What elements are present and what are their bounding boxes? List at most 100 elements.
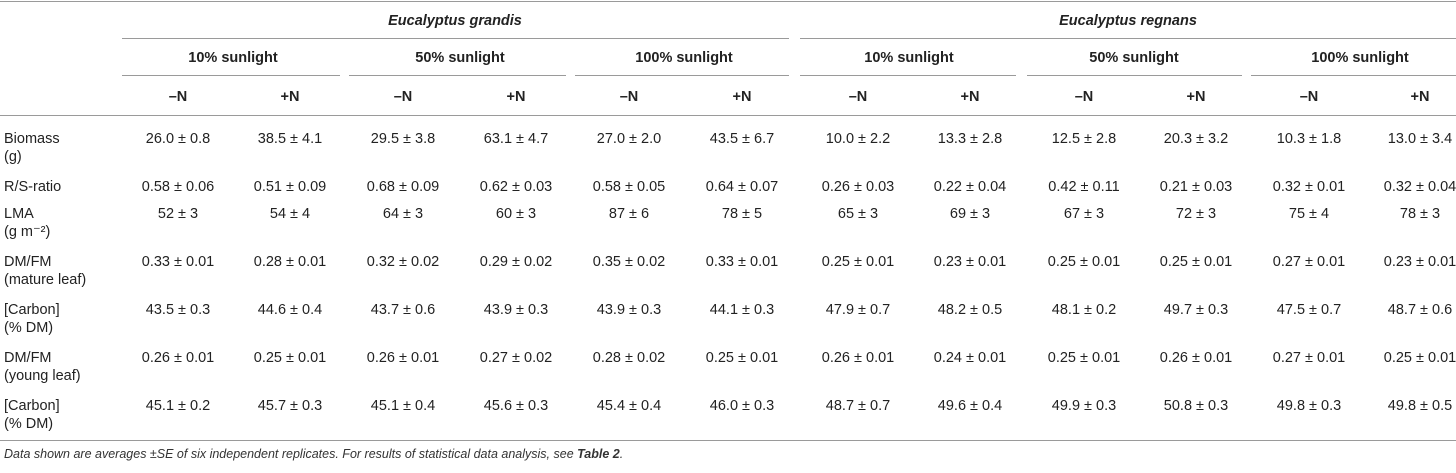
table-cell: 0.23 ± 0.01 bbox=[1383, 254, 1456, 270]
sunlight-rule-2 bbox=[349, 75, 566, 76]
table-cell: 0.32 ± 0.02 bbox=[366, 254, 440, 270]
table-cell: 0.25 ± 0.01 bbox=[1047, 254, 1121, 270]
treatment-header: –N bbox=[848, 89, 868, 105]
table-cell: 43.9 ± 0.3 bbox=[483, 302, 549, 318]
table-cell: 52 ± 3 bbox=[157, 206, 199, 222]
table-cell: 0.27 ± 0.01 bbox=[1272, 350, 1346, 366]
table-cell: 45.7 ± 0.3 bbox=[257, 398, 323, 414]
row-label: [Carbon] (% DM) bbox=[4, 301, 114, 337]
treatment-header: +N bbox=[960, 89, 980, 105]
table-cell: 54 ± 4 bbox=[269, 206, 311, 222]
footnote-table-link[interactable]: Table 2 bbox=[577, 447, 620, 461]
table-cell: 13.3 ± 2.8 bbox=[937, 131, 1003, 147]
treatment-header: –N bbox=[168, 89, 188, 105]
row-label-line: [Carbon] bbox=[4, 398, 60, 414]
table-cell: 0.26 ± 0.01 bbox=[141, 350, 215, 366]
footnote-text: Data shown are averages ±SE of six indep… bbox=[4, 447, 578, 461]
table-cell: 49.6 ± 0.4 bbox=[937, 398, 1003, 414]
table-cell: 0.25 ± 0.01 bbox=[1047, 350, 1121, 366]
table-cell: 27.0 ± 2.0 bbox=[596, 131, 662, 147]
table-cell: 20.3 ± 3.2 bbox=[1163, 131, 1229, 147]
footnote-period: . bbox=[619, 447, 624, 461]
treatment-header: +N bbox=[1186, 89, 1206, 105]
table-cell: 0.24 ± 0.01 bbox=[933, 350, 1007, 366]
table-cell: 0.26 ± 0.01 bbox=[1159, 350, 1233, 366]
table-cell: 45.6 ± 0.3 bbox=[483, 398, 549, 414]
table-cell: 0.26 ± 0.01 bbox=[821, 350, 895, 366]
table-cell: 46.0 ± 0.3 bbox=[709, 398, 775, 414]
table-cell: 48.1 ± 0.2 bbox=[1051, 302, 1117, 318]
table-cell: 63.1 ± 4.7 bbox=[483, 131, 549, 147]
table-cell: 0.25 ± 0.01 bbox=[1159, 254, 1233, 270]
table-cell: 10.3 ± 1.8 bbox=[1276, 131, 1342, 147]
table-cell: 0.32 ± 0.04 bbox=[1383, 179, 1456, 195]
row-label-line: R/S-ratio bbox=[4, 179, 62, 195]
row-label: DM/FM (young leaf) bbox=[4, 349, 114, 385]
sunlight-header: 100% sunlight bbox=[635, 50, 733, 66]
table-cell: 0.68 ± 0.09 bbox=[366, 179, 440, 195]
table-cell: 45.1 ± 0.2 bbox=[145, 398, 211, 414]
treatment-header: –N bbox=[1074, 89, 1094, 105]
table-cell: 38.5 ± 4.1 bbox=[257, 131, 323, 147]
table-cell: 0.33 ± 0.01 bbox=[705, 254, 779, 270]
table-cell: 50.8 ± 0.3 bbox=[1163, 398, 1229, 414]
table-cell: 49.7 ± 0.3 bbox=[1163, 302, 1229, 318]
sunlight-header: 10% sunlight bbox=[188, 50, 278, 66]
treatment-header: +N bbox=[732, 89, 752, 105]
species-header: Eucalyptus grandis bbox=[388, 13, 522, 29]
row-label-line: LMA bbox=[4, 206, 34, 222]
row-label-line: DM/FM bbox=[4, 350, 52, 366]
table-cell: 87 ± 6 bbox=[608, 206, 650, 222]
table-cell: 78 ± 3 bbox=[1399, 206, 1441, 222]
treatment-header: –N bbox=[619, 89, 639, 105]
treatment-header: +N bbox=[1410, 89, 1430, 105]
table-cell: 0.27 ± 0.02 bbox=[479, 350, 553, 366]
species-header: Eucalyptus regnans bbox=[1059, 13, 1197, 29]
sunlight-header: 50% sunlight bbox=[415, 50, 505, 66]
sunlight-rule-3 bbox=[575, 75, 789, 76]
row-label-line: (g m⁻²) bbox=[4, 224, 51, 240]
table-cell: 49.8 ± 0.5 bbox=[1387, 398, 1453, 414]
table-cell: 64 ± 3 bbox=[382, 206, 424, 222]
table-cell: 44.6 ± 0.4 bbox=[257, 302, 323, 318]
table-cell: 43.9 ± 0.3 bbox=[596, 302, 662, 318]
table-cell: 43.7 ± 0.6 bbox=[370, 302, 436, 318]
table-cell: 47.5 ± 0.7 bbox=[1276, 302, 1342, 318]
table-cell: 0.26 ± 0.03 bbox=[821, 179, 895, 195]
table-cell: 0.35 ± 0.02 bbox=[592, 254, 666, 270]
table-cell: 0.62 ± 0.03 bbox=[479, 179, 553, 195]
row-label-line: Biomass bbox=[4, 131, 60, 147]
table-cell: 0.64 ± 0.07 bbox=[705, 179, 779, 195]
table-cell: 0.23 ± 0.01 bbox=[933, 254, 1007, 270]
sunlight-rule-4 bbox=[800, 75, 1016, 76]
row-label-line: (mature leaf) bbox=[4, 272, 87, 288]
table-cell: 0.25 ± 0.01 bbox=[1383, 350, 1456, 366]
table-cell: 67 ± 3 bbox=[1063, 206, 1105, 222]
table-cell: 47.9 ± 0.7 bbox=[825, 302, 891, 318]
row-label-line: DM/FM bbox=[4, 254, 52, 270]
table-cell: 10.0 ± 2.2 bbox=[825, 131, 891, 147]
row-label-line: (% DM) bbox=[4, 416, 54, 432]
table-bottom-rule bbox=[0, 440, 1456, 441]
row-label: Biomass (g) bbox=[4, 130, 114, 166]
table-cell: 0.28 ± 0.01 bbox=[253, 254, 327, 270]
table-cell: 0.33 ± 0.01 bbox=[141, 254, 215, 270]
table-cell: 43.5 ± 6.7 bbox=[709, 131, 775, 147]
species-rule-regnans bbox=[800, 38, 1456, 39]
table-cell: 49.8 ± 0.3 bbox=[1276, 398, 1342, 414]
table-cell: 0.58 ± 0.06 bbox=[141, 179, 215, 195]
table-cell: 48.7 ± 0.6 bbox=[1387, 302, 1453, 318]
sunlight-rule-1 bbox=[122, 75, 340, 76]
treatment-header: +N bbox=[506, 89, 526, 105]
sunlight-header: 100% sunlight bbox=[1311, 50, 1409, 66]
treatment-header: –N bbox=[1299, 89, 1319, 105]
table-cell: 72 ± 3 bbox=[1175, 206, 1217, 222]
table-cell: 60 ± 3 bbox=[495, 206, 537, 222]
table-cell: 29.5 ± 3.8 bbox=[370, 131, 436, 147]
table-cell: 0.28 ± 0.02 bbox=[592, 350, 666, 366]
table-cell: 48.2 ± 0.5 bbox=[937, 302, 1003, 318]
treatment-header: –N bbox=[393, 89, 413, 105]
table-top-rule bbox=[0, 1, 1456, 2]
table-cell: 0.29 ± 0.02 bbox=[479, 254, 553, 270]
sunlight-header: 10% sunlight bbox=[864, 50, 954, 66]
